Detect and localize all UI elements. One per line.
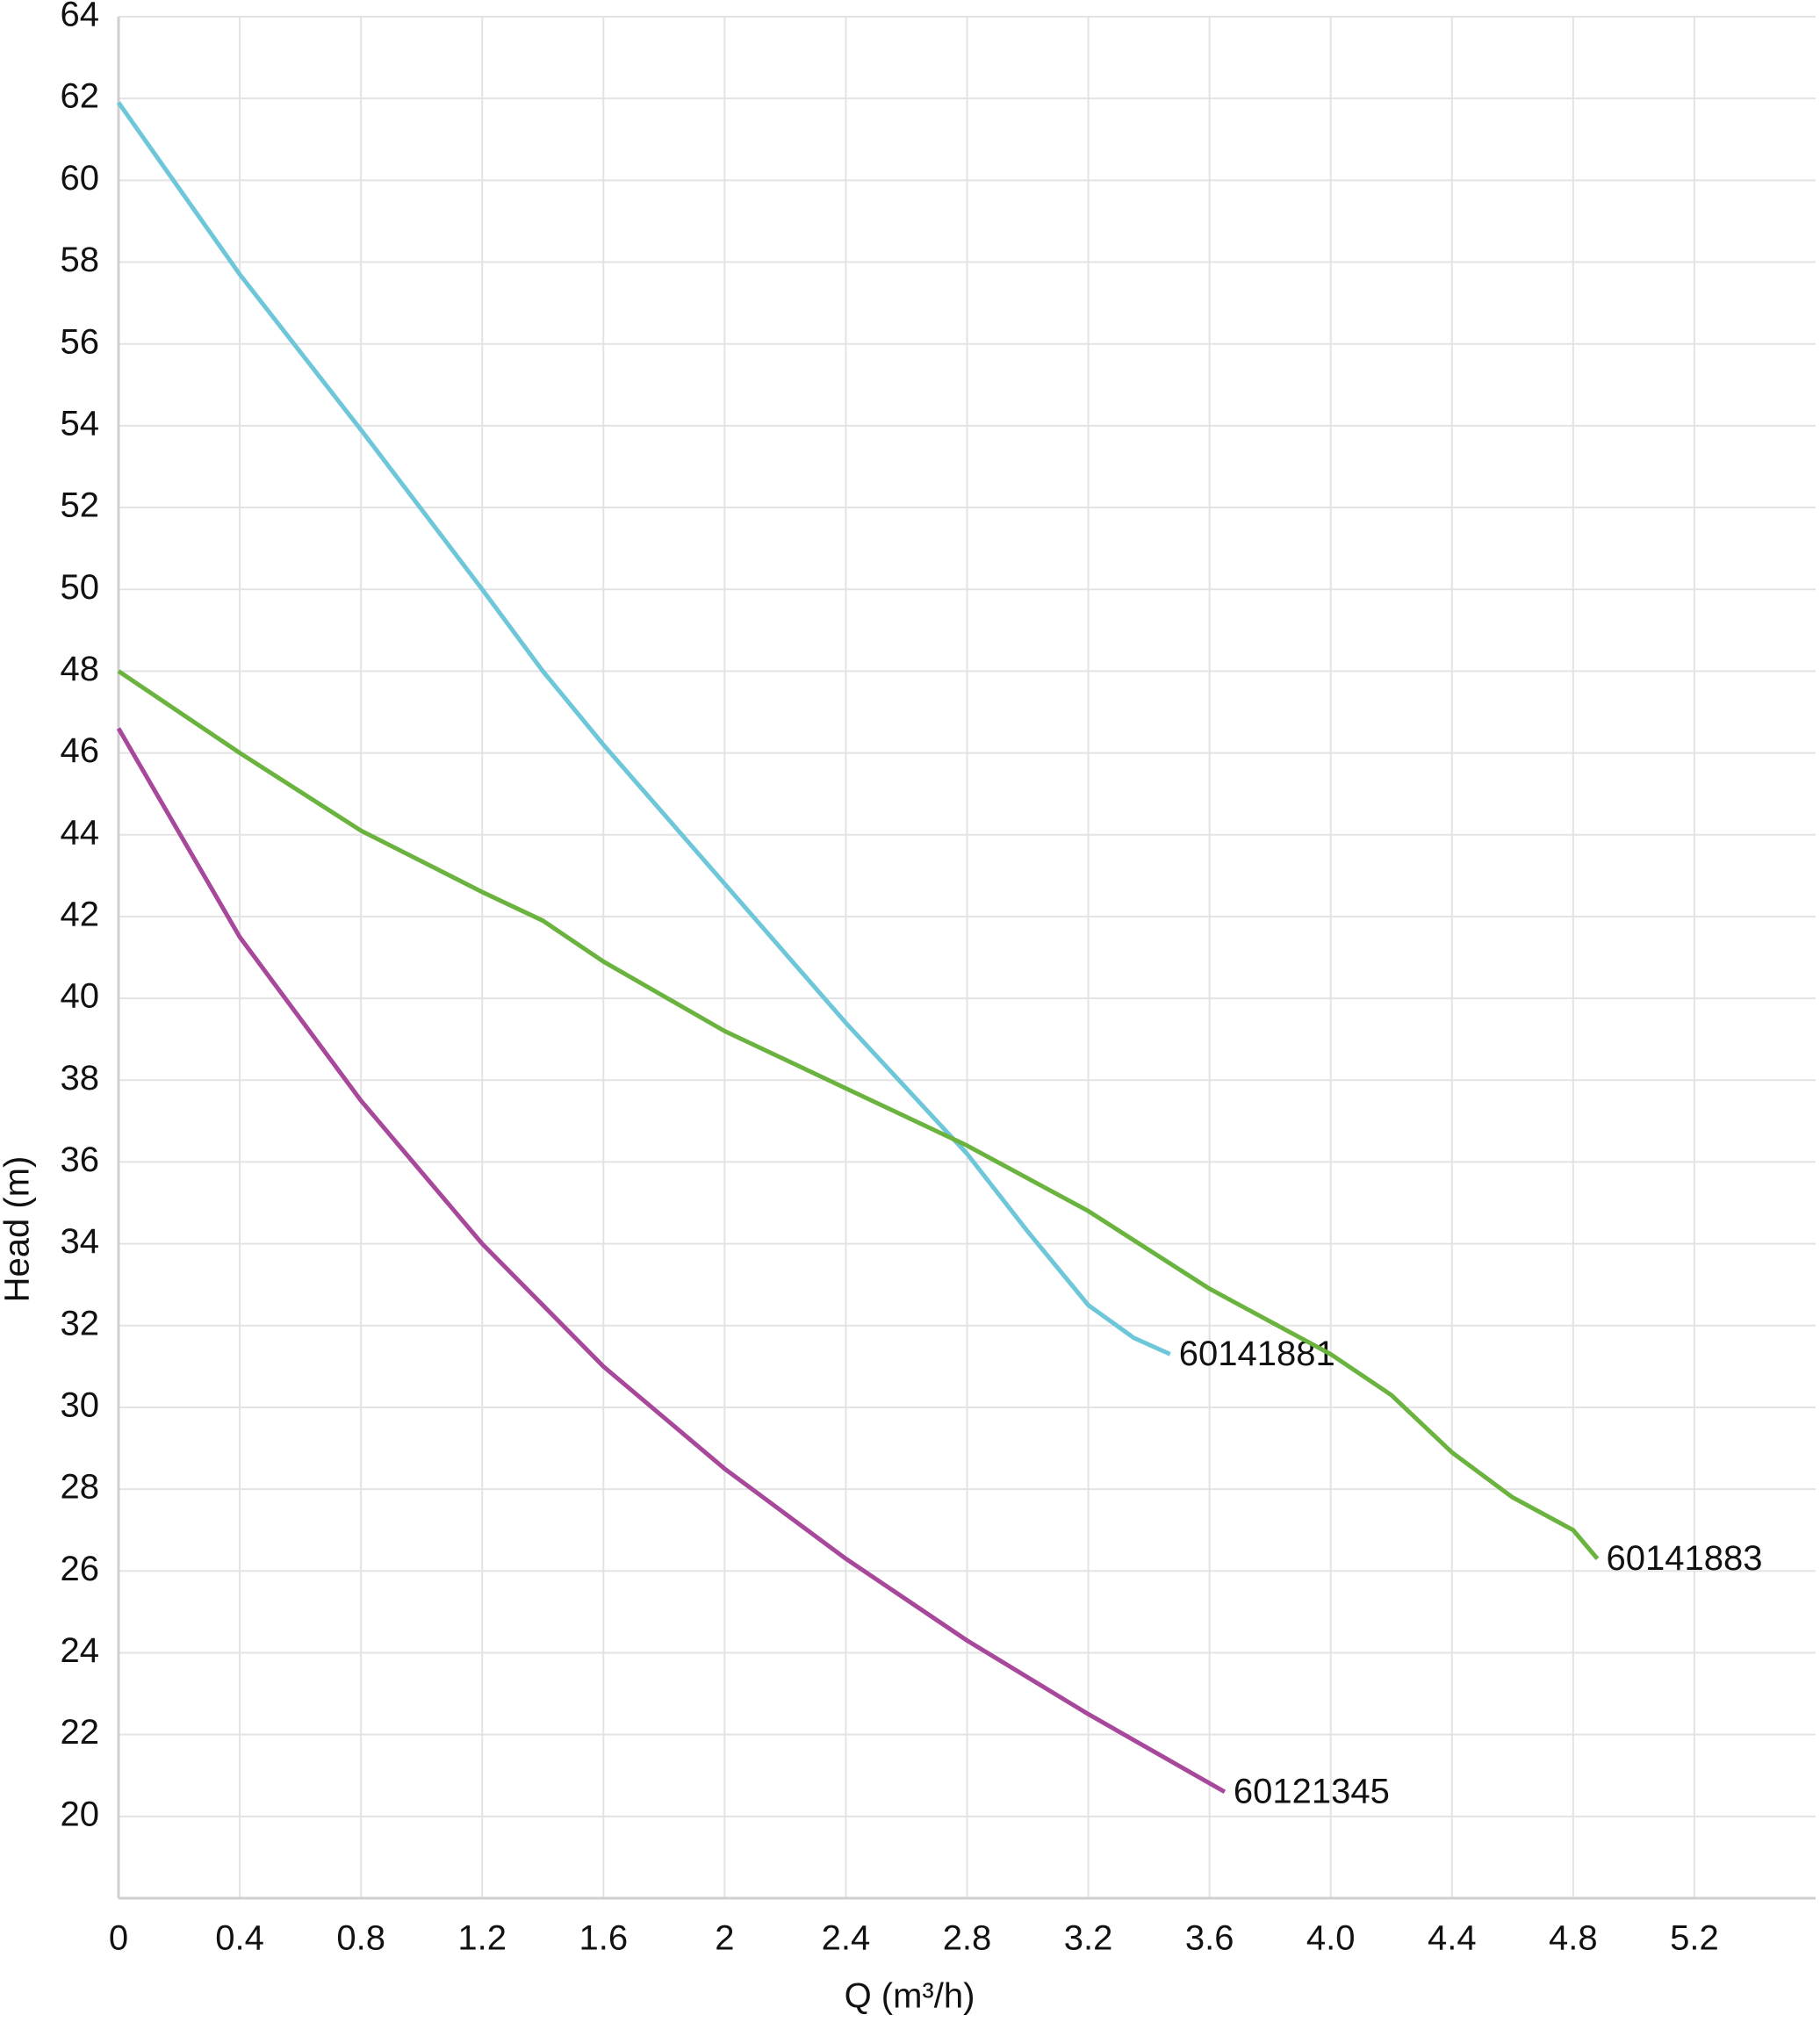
x-tick-label: 4.4 [1428,1919,1477,1958]
y-tick-label: 34 [61,1222,100,1261]
y-tick-label: 38 [61,1059,100,1097]
y-axis-title: Head (m) [0,1156,37,1303]
series-line [116,727,1227,1795]
series-label: 60141883 [1606,1539,1762,1578]
series-label: 60121345 [1234,1772,1390,1810]
y-tick-label: 30 [61,1386,100,1425]
y-tick-label: 42 [61,895,100,933]
x-tick-label: 2 [715,1919,734,1958]
y-tick-label: 22 [61,1713,100,1752]
y-tick-label: 28 [61,1468,100,1507]
y-tick-label: 44 [61,813,100,852]
y-tick-label: 40 [61,977,100,1016]
y-tick-label: 52 [61,486,100,525]
series-label: 60141881 [1179,1335,1335,1373]
x-tick-label: 5.2 [1670,1919,1719,1958]
y-tick-label: 60 [61,159,100,198]
x-tick-label: 3.2 [1064,1919,1113,1958]
y-tick-label: 62 [61,77,100,116]
x-tick-label: 3.6 [1185,1919,1234,1958]
x-tick-label: 0.8 [336,1919,385,1958]
x-tick-label: 1.6 [579,1919,628,1958]
x-tick-label: 2.4 [822,1919,871,1958]
y-tick-label: 32 [61,1304,100,1342]
x-axis-title: Q (m³/h) [845,1977,975,2016]
x-tick-label: 4.0 [1306,1919,1356,1958]
y-tick-label: 58 [61,241,100,279]
x-tick-label: 1.2 [457,1919,507,1958]
y-tick-label: 50 [61,568,100,607]
y-tick-label: 48 [61,650,100,688]
x-tick-label: 4.8 [1549,1919,1598,1958]
series-line [117,669,1600,1560]
y-tick-label: 54 [61,404,100,443]
y-tick-label: 36 [61,1141,100,1179]
y-tick-label: 56 [61,322,100,361]
y-tick-label: 46 [61,731,100,770]
series-line [116,101,1171,1356]
y-tick-label: 64 [61,0,100,34]
x-tick-label: 0 [109,1919,128,1958]
y-tick-label: 26 [61,1550,100,1588]
y-tick-label: 20 [61,1795,100,1833]
x-tick-label: 2.8 [943,1919,992,1958]
y-tick-label: 24 [61,1631,100,1670]
x-tick-label: 0.4 [215,1919,264,1958]
